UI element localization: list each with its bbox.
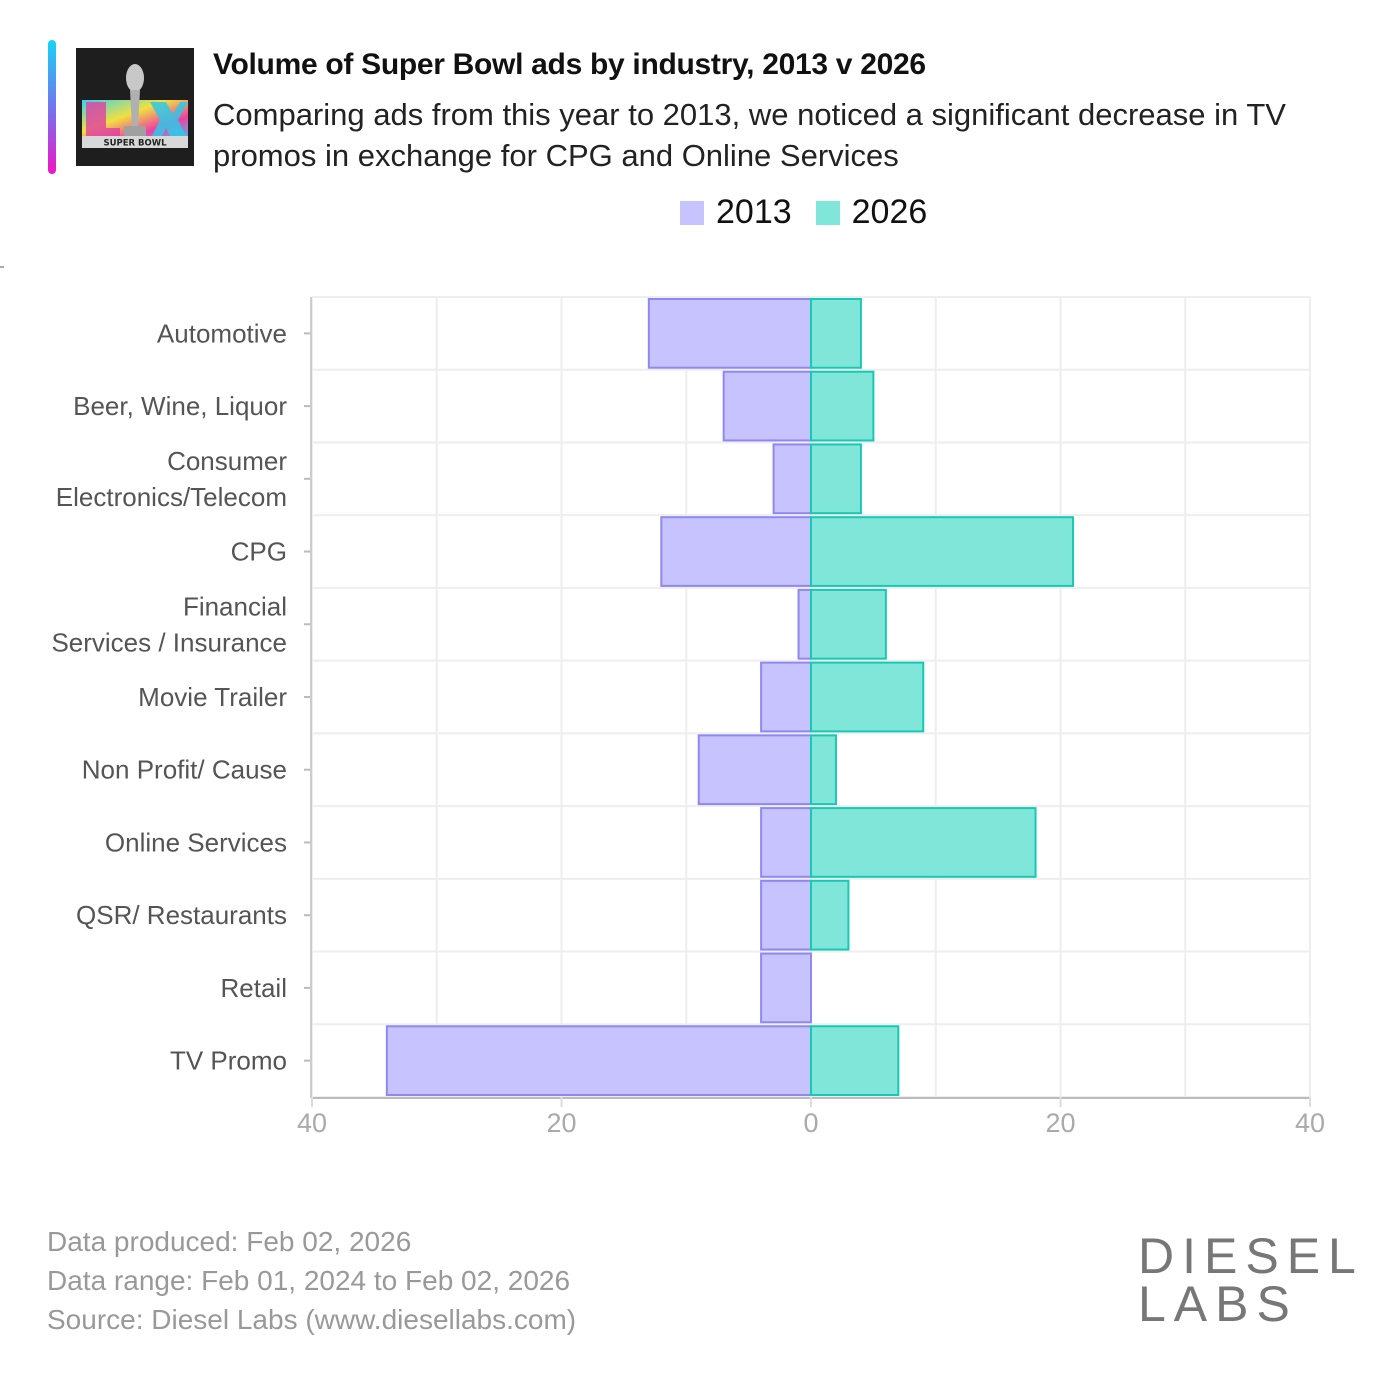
legend-item-2026[interactable]: 2026 [815, 193, 928, 232]
footer-source: Source: Diesel Labs (www.diesellabs.com) [47, 1304, 577, 1335]
x-tick-label: 20 [1045, 1108, 1075, 1138]
category-label: QSR/ Restaurants [76, 900, 287, 930]
legend: 2013 2026 [680, 193, 951, 232]
logo-text: SUPER BOWL [103, 139, 167, 149]
bar-2026 [810, 443, 862, 515]
bar-2026 [810, 734, 837, 806]
bar-2013 [797, 588, 813, 660]
bar-2013 [760, 879, 812, 951]
category-label: Electronics/Telecom [56, 482, 287, 512]
bar-2013 [760, 661, 812, 733]
category-label: Services / Insurance [51, 627, 287, 657]
bar-2013 [760, 952, 812, 1024]
footer-data-range: Data range: Feb 01, 2024 to Feb 02, 2026 [47, 1265, 571, 1296]
edge-mark [0, 266, 4, 268]
bar-2026 [810, 661, 925, 733]
legend-label-2026: 2026 [851, 193, 928, 231]
trophy-icon: SUPER BOWL [82, 64, 188, 149]
legend-item-2013[interactable]: 2013 [680, 193, 792, 232]
category-label: Online Services [105, 827, 287, 857]
bar-2026 [810, 588, 887, 660]
category-label: Retail [221, 973, 287, 1003]
category-label: Movie Trailer [138, 682, 287, 712]
bar-2026 [810, 298, 862, 369]
bar-2013 [647, 298, 813, 369]
super-bowl-lix-logo: SUPER BOWL [76, 48, 194, 166]
category-label: Non Profit/ Cause [82, 755, 287, 785]
bar-2013 [660, 516, 812, 587]
bar-2026 [810, 807, 1037, 878]
accent-bar [48, 40, 56, 174]
category-label: TV Promo [170, 1046, 287, 1076]
x-tick-label: 20 [546, 1108, 576, 1138]
legend-swatch-2013 [680, 200, 704, 225]
bar-2013 [772, 443, 813, 515]
x-tick-label: 40 [1295, 1108, 1325, 1138]
category-label: Automotive [157, 318, 287, 348]
brand-line-2: LABS [1138, 1276, 1298, 1332]
chart-subtitle: Comparing ads from this year to 2013, we… [213, 97, 1286, 173]
diesel-labs-logo: DIESEL LABS [1138, 1228, 1364, 1332]
bar-2013 [697, 734, 812, 806]
bar-2026 [810, 879, 850, 951]
x-tick-label: 0 [803, 1108, 818, 1138]
footer-notes: Data produced: Feb 02, 2026 Data range: … [47, 1222, 576, 1339]
brand-line-1: DIESEL [1138, 1228, 1364, 1284]
category-label: CPG [231, 537, 287, 567]
category-label: Beer, Wine, Liquor [73, 391, 287, 421]
bar-2026 [810, 1025, 900, 1096]
category-label: Consumer [167, 446, 287, 476]
bar-2013 [385, 1025, 812, 1096]
x-tick-label: 40 [297, 1108, 327, 1138]
chart-title: Volume of Super Bowl ads by industry, 20… [213, 48, 926, 81]
bar-2026 [810, 370, 875, 442]
bar-2013 [722, 370, 812, 442]
bar-2026 [810, 516, 1074, 587]
bar-2013 [760, 807, 812, 878]
category-label: Financial [183, 591, 287, 621]
legend-swatch-2026 [815, 200, 840, 225]
footer-data-produced: Data produced: Feb 02, 2026 [47, 1226, 412, 1257]
legend-label-2013: 2013 [716, 193, 792, 231]
